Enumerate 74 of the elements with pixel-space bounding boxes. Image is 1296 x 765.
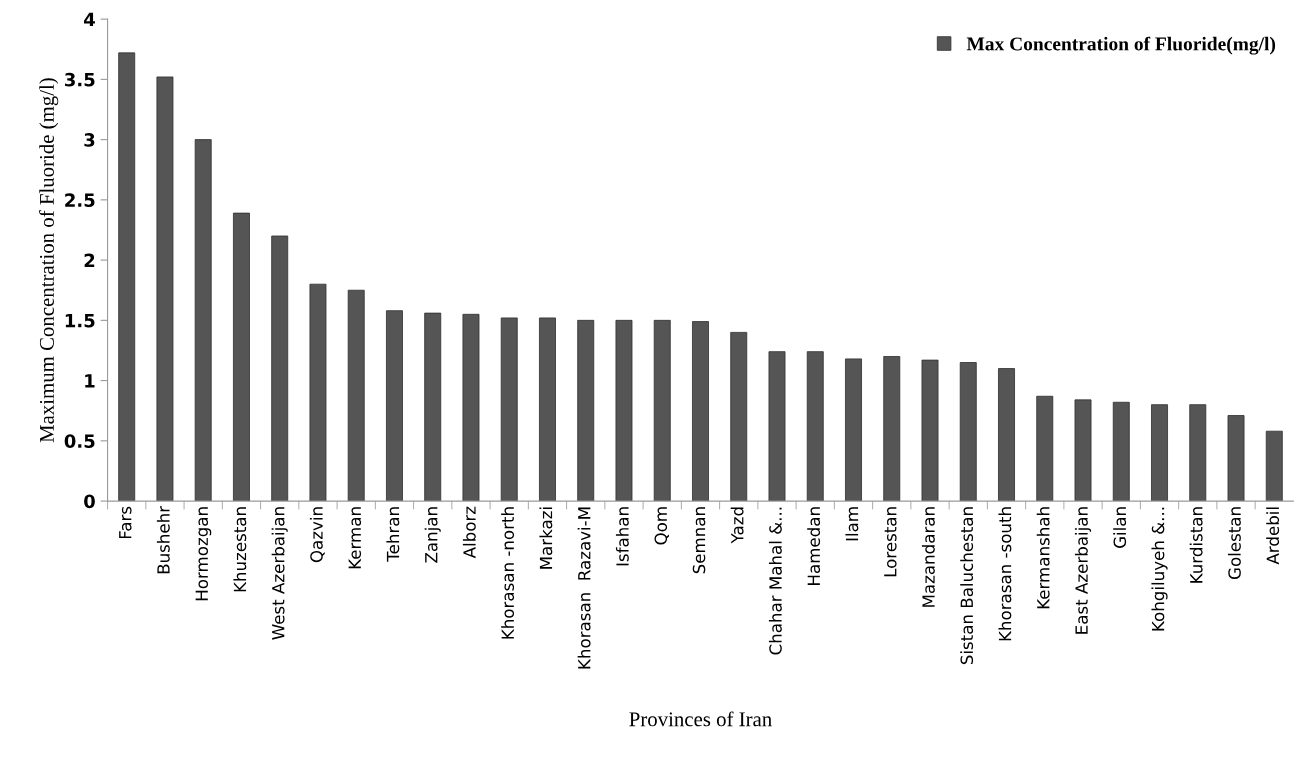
bar — [462, 313, 480, 502]
y-tick-label: 1.5 — [65, 314, 95, 328]
x-tick-label: Markazi — [539, 507, 553, 569]
x-tick-label: Mazandaran — [921, 507, 935, 607]
bar — [806, 351, 824, 502]
bar — [1036, 395, 1054, 502]
bar — [921, 359, 939, 502]
bar — [539, 317, 556, 502]
bar — [309, 283, 327, 502]
x-tick-label: Hormozgan — [195, 507, 212, 601]
bar — [1189, 404, 1207, 502]
y-tick-label: 3.5 — [64, 72, 95, 87]
x-tick-label: Hamedan — [807, 507, 821, 585]
bar — [883, 356, 901, 502]
bar — [1074, 399, 1092, 502]
bar — [845, 358, 862, 502]
bar — [1227, 415, 1245, 502]
bar — [386, 310, 403, 502]
x-tick-label: Semnan — [692, 507, 706, 574]
x-tick-label: Lorestan — [884, 507, 897, 577]
x-tick-label: Khuzestan — [233, 507, 247, 592]
y-tick-label: 0.5 — [64, 434, 95, 448]
x-tick-label: Sistan Baluchestan — [960, 507, 974, 665]
x-tick-label: Bushehr — [156, 505, 170, 574]
bar — [347, 289, 365, 502]
x-tick-label: Qazvin — [309, 507, 325, 563]
x-tick-label: Kurdistan — [1189, 507, 1203, 583]
bar — [692, 321, 709, 502]
x-tick-label: Khorasan -north — [501, 507, 515, 639]
x-tick-label: East Azerbaijan — [1074, 507, 1092, 634]
y-tick-label: 2.5 — [65, 193, 95, 207]
x-tick-label: Fars — [119, 506, 132, 539]
x-tick-label: Chahar Mahal &... — [768, 507, 782, 655]
bar — [1151, 404, 1168, 502]
bar — [577, 319, 595, 502]
x-tick-label: Ardebil — [1266, 507, 1280, 565]
x-tick-label: Khorasan -south — [998, 507, 1012, 641]
y-tick-label: 2 — [84, 253, 95, 267]
x-tick-label: Kerman — [348, 507, 362, 569]
y-tick-label: 4 — [84, 12, 95, 26]
x-tick-label: Kohgiluyeh &... — [1151, 507, 1168, 631]
y-axis-title: Maximum Concentration of Fluoride (mg/l) — [39, 78, 59, 443]
x-tick-label: Kermanshah — [1036, 507, 1050, 609]
bar — [194, 139, 212, 502]
y-tick-label: 1 — [85, 374, 95, 388]
bar — [768, 351, 786, 502]
bar — [233, 212, 250, 502]
x-tick-label: Ilam — [845, 507, 859, 541]
x-tick-label: Tehran — [386, 507, 400, 562]
bar — [998, 368, 1015, 502]
x-axis-title: Provinces of Iran — [629, 711, 772, 727]
x-tick-label: Isfahan — [615, 507, 629, 566]
bar — [118, 52, 136, 502]
y-tick-label: 0 — [84, 494, 95, 509]
bar — [1112, 401, 1130, 502]
bar — [271, 235, 289, 502]
bar — [156, 76, 174, 502]
bar — [615, 319, 633, 502]
x-tick-label: Qom — [654, 507, 669, 545]
x-tick-label: Zanjan — [424, 507, 441, 563]
legend-label: Max Concentration of Fluoride(mg/l) — [966, 36, 1276, 55]
bar — [653, 319, 671, 502]
bar — [500, 317, 518, 502]
x-tick-label: Gilan — [1113, 507, 1127, 548]
x-tick-label: West Azerbaijan — [271, 507, 288, 640]
bar — [424, 312, 442, 502]
bar — [1265, 430, 1283, 502]
x-tick-label: Yazd — [730, 507, 744, 544]
bar — [730, 331, 748, 502]
bar — [959, 362, 977, 502]
x-tick-label: Golestan — [1227, 507, 1241, 579]
x-tick-label: Alborz — [462, 506, 476, 559]
y-tick-label: 3 — [84, 133, 95, 147]
x-tick-label: Khorasan Razavi-M — [577, 507, 591, 669]
